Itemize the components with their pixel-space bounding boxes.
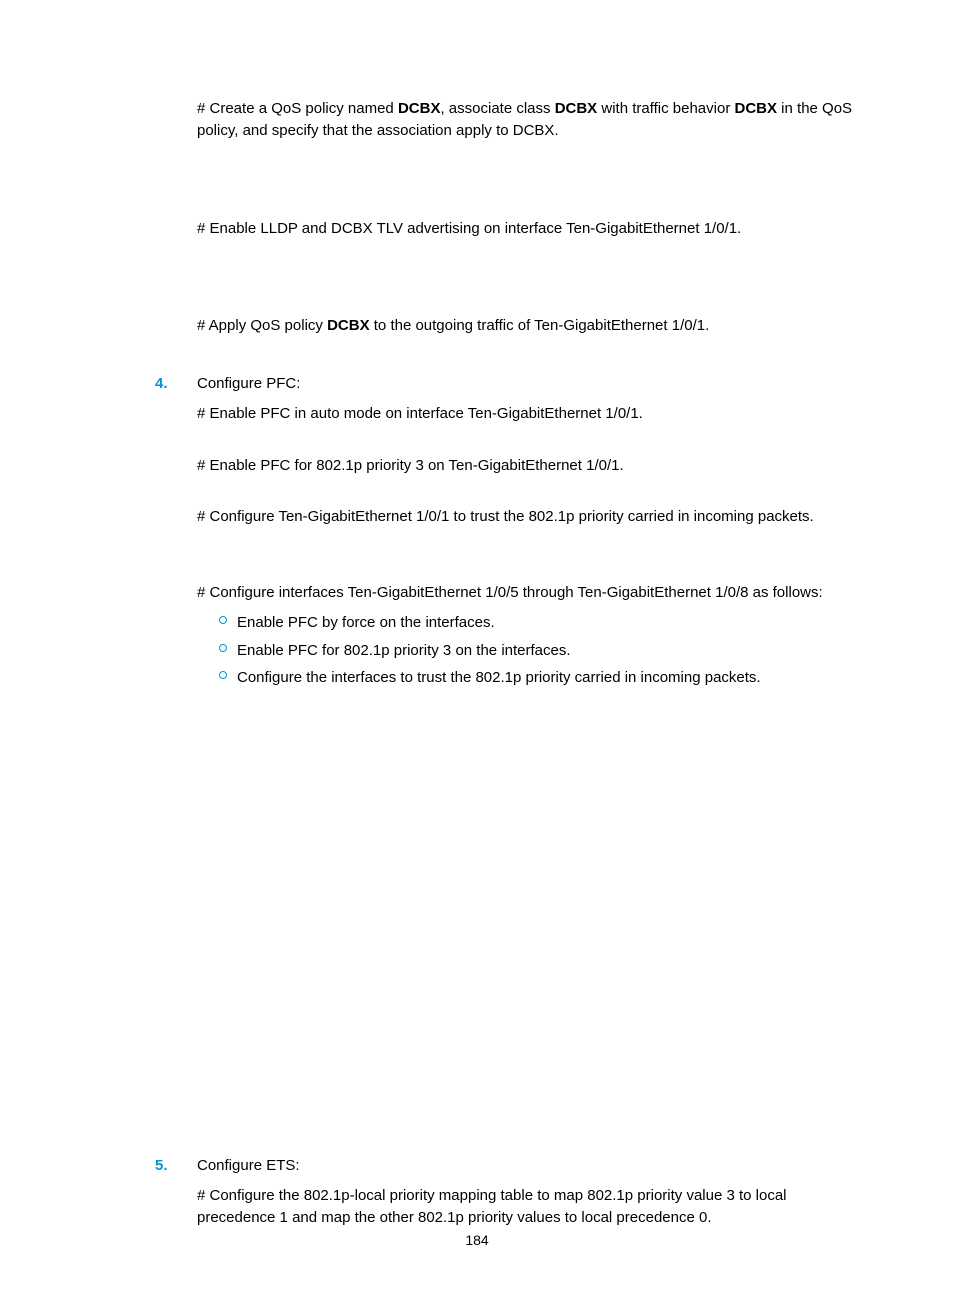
step-5a: # Configure the 802.1p-local priority ma… [197,1185,861,1229]
step-title: Configure PFC: [197,373,861,395]
step-5: 5. Configure ETS: # Configure the 802.1p… [197,1155,861,1228]
text: # Apply QoS policy [197,317,327,334]
sublist-text: Enable PFC for 802.1p priority 3 on the … [237,642,571,659]
step-4-sublist: Enable PFC by force on the interfaces. E… [197,612,861,689]
sublist-item: Enable PFC for 802.1p priority 3 on the … [219,640,861,662]
sublist-text: Enable PFC by force on the interfaces. [237,614,495,631]
bold-text: DCBX [555,100,598,117]
step-number: 5. [155,1155,168,1177]
step-4: 4. Configure PFC: # Enable PFC in auto m… [197,373,861,689]
text: # Create a QoS policy named [197,100,398,117]
step-4a: # Enable PFC in auto mode on interface T… [197,403,861,425]
sublist-item: Configure the interfaces to trust the 80… [219,667,861,689]
document-page: # Create a QoS policy named DCBX, associ… [0,0,954,1296]
text: with traffic behavior [597,100,734,117]
bold-text: DCBX [398,100,441,117]
step-title: Configure ETS: [197,1155,861,1177]
step-4b: # Enable PFC for 802.1p priority 3 on Te… [197,455,861,477]
page-content: # Create a QoS policy named DCBX, associ… [93,98,861,1228]
bullet-icon [219,644,227,652]
bullet-icon [219,671,227,679]
sublist-text: Configure the interfaces to trust the 80… [237,669,761,686]
sublist-item: Enable PFC by force on the interfaces. [219,612,861,634]
paragraph-create-qos: # Create a QoS policy named DCBX, associ… [197,98,861,142]
step-4d: # Configure interfaces Ten-GigabitEthern… [197,582,861,604]
bullet-icon [219,616,227,624]
spacer [197,695,861,1155]
text: to the outgoing traffic of Ten-GigabitEt… [370,317,710,334]
bold-text: DCBX [327,317,370,334]
step-number: 4. [155,373,168,395]
bold-text: DCBX [735,100,778,117]
step-4c: # Configure Ten-GigabitEthernet 1/0/1 to… [197,506,861,528]
paragraph-apply-qos: # Apply QoS policy DCBX to the outgoing … [197,315,861,337]
text: , associate class [440,100,554,117]
paragraph-enable-lldp: # Enable LLDP and DCBX TLV advertising o… [197,218,861,240]
page-number: 184 [0,1230,954,1250]
